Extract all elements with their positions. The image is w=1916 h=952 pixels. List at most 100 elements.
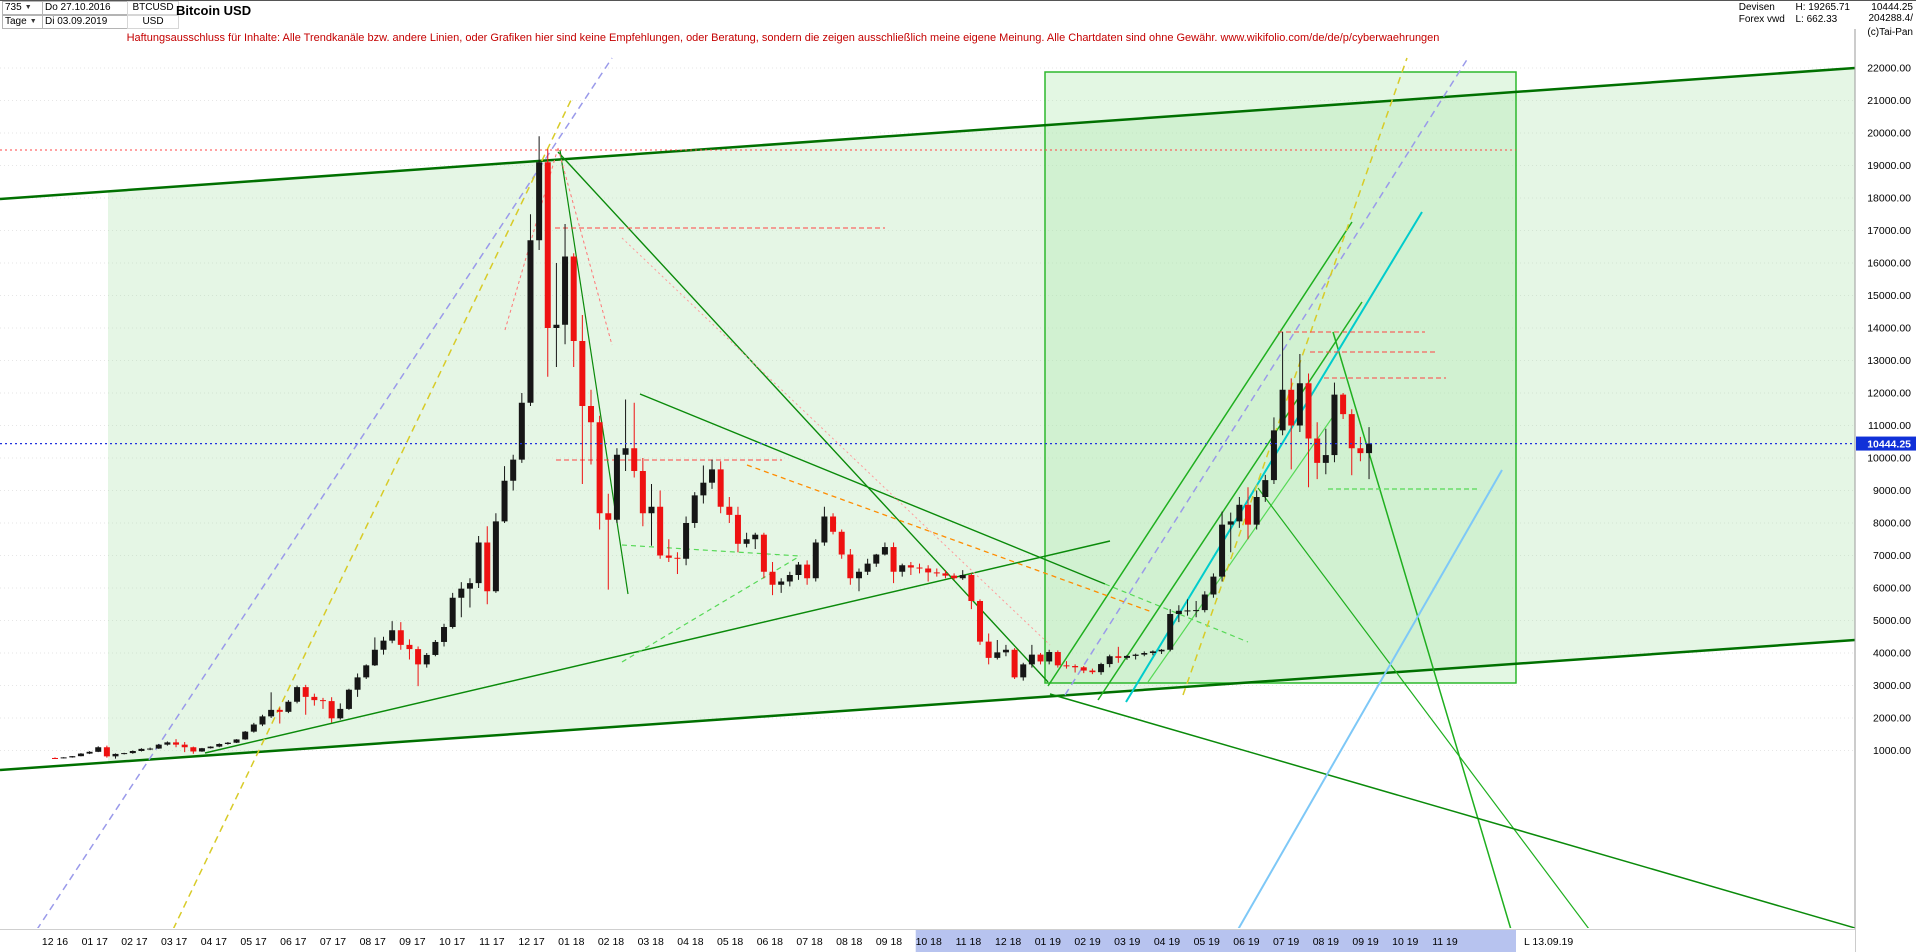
x-axis-label: 07 17 bbox=[320, 936, 346, 948]
candle-body bbox=[752, 534, 759, 540]
y-axis-label: 13000.00 bbox=[1867, 355, 1911, 367]
candle-body bbox=[925, 568, 932, 573]
x-axis-label: 08 19 bbox=[1313, 936, 1339, 948]
x-axis-label: 02 17 bbox=[121, 936, 147, 948]
trendline bbox=[621, 237, 1051, 646]
candle-body bbox=[155, 744, 162, 749]
x-axis-label: 05 17 bbox=[240, 936, 266, 948]
candle-body bbox=[544, 162, 551, 328]
candle-body bbox=[129, 750, 136, 754]
candle-body bbox=[1322, 455, 1329, 463]
candle-body bbox=[786, 575, 793, 582]
x-axis-label: 06 17 bbox=[280, 936, 306, 948]
trend-channel-fill bbox=[108, 68, 1855, 763]
candle-body bbox=[847, 554, 854, 579]
candle-body bbox=[674, 557, 681, 559]
candle-body bbox=[492, 521, 499, 592]
trendline bbox=[0, 638, 1855, 772]
candle-body bbox=[250, 724, 257, 732]
y-axis-label: 6000.00 bbox=[1873, 583, 1911, 595]
candle-body bbox=[1020, 664, 1027, 678]
candle-body bbox=[501, 480, 508, 522]
x-axis-label: 04 18 bbox=[677, 936, 703, 948]
x-axis-label: 10 19 bbox=[1392, 936, 1418, 948]
candle-body bbox=[181, 744, 188, 748]
candle-body bbox=[466, 583, 473, 589]
candle-body bbox=[1348, 414, 1355, 449]
candle-body bbox=[423, 654, 430, 665]
y-axis-label: 9000.00 bbox=[1873, 485, 1911, 497]
trendline bbox=[1257, 487, 1589, 928]
candle-body bbox=[994, 652, 1001, 658]
candle-body bbox=[147, 748, 154, 750]
candle-body bbox=[778, 581, 785, 585]
candle-body bbox=[613, 454, 620, 520]
y-axis-label: 14000.00 bbox=[1867, 323, 1911, 335]
candle-body bbox=[397, 630, 404, 645]
candle-body bbox=[328, 701, 335, 719]
candle-body bbox=[864, 563, 871, 572]
y-axis-label: 8000.00 bbox=[1873, 518, 1911, 530]
candle-body bbox=[86, 751, 93, 754]
candle-body bbox=[1184, 610, 1191, 612]
trendline bbox=[1237, 469, 1503, 928]
candle-body bbox=[1011, 649, 1018, 678]
candle-body bbox=[510, 459, 517, 481]
candle-body bbox=[1175, 610, 1182, 614]
candle-body bbox=[1227, 521, 1234, 525]
candle-body bbox=[103, 747, 110, 757]
candle-body bbox=[1037, 654, 1044, 662]
timeframe-dropdown[interactable]: Tage ▼ bbox=[2, 15, 44, 29]
candle-body bbox=[657, 506, 664, 556]
x-axis-label: 12 17 bbox=[518, 936, 544, 948]
candle-body bbox=[242, 731, 249, 740]
x-axis-label: 12 16 bbox=[42, 936, 68, 948]
candle-body bbox=[1296, 383, 1303, 426]
candle-body bbox=[1132, 654, 1139, 656]
candle-body bbox=[190, 747, 197, 752]
exchange-label: Devisen bbox=[1738, 2, 1775, 13]
x-axis-label: 05 18 bbox=[717, 936, 743, 948]
y-axis-gutter bbox=[1855, 0, 1916, 952]
candle-body bbox=[830, 516, 837, 532]
period-dropdown[interactable]: 735 ▼ bbox=[2, 1, 44, 15]
candle-body bbox=[977, 601, 984, 642]
candle-body bbox=[518, 402, 525, 460]
toolbar: 735 ▼ Tage ▼ Do 27.10.2016 Di 03.09.2019… bbox=[0, 0, 1916, 29]
candle-body bbox=[112, 753, 119, 757]
candle-body bbox=[1210, 576, 1217, 595]
x-axis-label: 10 17 bbox=[439, 936, 465, 948]
start-date-field[interactable]: Do 27.10.2016 bbox=[42, 1, 128, 15]
y-axis-label: 16000.00 bbox=[1867, 258, 1911, 270]
trendline bbox=[639, 393, 1106, 585]
candle-body bbox=[631, 448, 638, 471]
disclaimer-text: Haftungsausschluss für Inhalte: Alle Tre… bbox=[126, 32, 1440, 44]
trendline bbox=[557, 147, 613, 346]
candle-body bbox=[959, 575, 966, 579]
end-date-field[interactable]: Di 03.09.2019 bbox=[42, 15, 128, 29]
y-axis-label: 7000.00 bbox=[1873, 550, 1911, 562]
candle-body bbox=[605, 513, 612, 520]
candle-body bbox=[985, 641, 992, 658]
trendline bbox=[1182, 57, 1408, 696]
x-axis-label: 06 18 bbox=[757, 936, 783, 948]
candle-body bbox=[1279, 389, 1286, 431]
last-price-tag-label: 10444.25 bbox=[1867, 439, 1911, 451]
y-axis-label: 11000.00 bbox=[1868, 420, 1911, 432]
candle-body bbox=[1236, 504, 1243, 522]
candle-body bbox=[709, 469, 716, 483]
candle-body bbox=[760, 534, 767, 572]
candle-body bbox=[233, 739, 240, 743]
x-axis-label: 04 17 bbox=[201, 936, 227, 948]
candle-body bbox=[198, 748, 205, 752]
trendline bbox=[1097, 301, 1363, 701]
candle-body bbox=[899, 565, 906, 572]
symbol-label: BTCUSD bbox=[127, 1, 179, 15]
candle-body bbox=[60, 757, 67, 759]
candle-body bbox=[1072, 666, 1079, 668]
trendline bbox=[204, 540, 1111, 754]
x-axis-label: 07 19 bbox=[1273, 936, 1299, 948]
trendline bbox=[37, 57, 613, 928]
candle-body bbox=[881, 547, 888, 555]
